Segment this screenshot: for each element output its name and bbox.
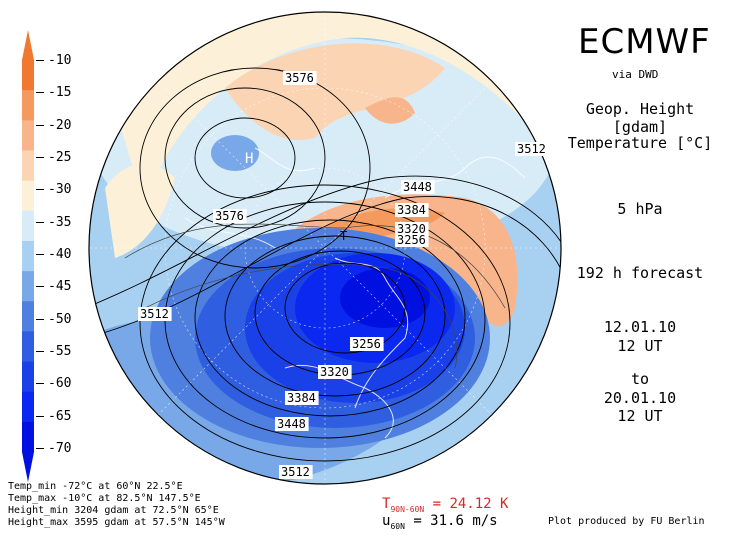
contour-label-box <box>515 142 549 156</box>
forecast-hour: 192 h forecast <box>576 264 704 282</box>
u-value: = 31.6 m/s <box>413 513 498 529</box>
graticule <box>89 12 561 484</box>
legend-tick-label: -50 <box>48 311 72 327</box>
legend-tick-label: -55 <box>48 344 72 359</box>
legend-tick-mark <box>36 286 44 288</box>
legend-tick-label: -65 <box>48 408 72 424</box>
temp-max-stat: Temp_max -10°C at 82.5°N 147.5°E <box>8 493 201 504</box>
legend-cell <box>22 271 34 302</box>
legend-tick-mark <box>36 254 44 255</box>
contour-label-box <box>138 307 172 321</box>
source-label: via DWD <box>612 68 659 81</box>
credit-text: Plot produced by FU Berlin <box>548 516 705 527</box>
low-pressure-marker: T <box>340 229 347 243</box>
contour-label-box <box>318 365 352 379</box>
legend-tick-label: -60 <box>48 376 72 392</box>
legend-cell <box>22 150 34 182</box>
contour-label: 3320 <box>397 222 426 236</box>
legend-tick-label: -45 <box>48 279 72 295</box>
legend-tick-label: -25 <box>48 150 72 165</box>
to-label: to <box>630 370 650 388</box>
polar-stereographic-map: H T 357635763512344833843320325635123256… <box>88 11 562 485</box>
legend-tick-mark <box>36 221 44 223</box>
legend-cell <box>22 361 34 393</box>
contour-label-box <box>401 180 435 194</box>
contour-label: 3448 <box>277 417 306 431</box>
legend-tick-mark <box>36 383 44 385</box>
legend-tick-label: -70 <box>48 441 72 456</box>
contour-label-box <box>395 233 429 247</box>
legend-tick-mark <box>36 318 44 320</box>
pressure-level: 5 hPa <box>617 200 663 218</box>
t-subscript: 90N-60N <box>390 504 425 514</box>
contour-label-box <box>213 209 247 223</box>
legend-tick-label: -40 <box>48 247 72 262</box>
legend-bottom-arrow <box>22 452 34 482</box>
u-subscript: 60N <box>390 521 405 531</box>
legend-cell <box>22 331 34 363</box>
contour-label-box <box>283 71 317 85</box>
temperature-contours <box>124 223 506 369</box>
legend-tick-mark <box>36 448 44 449</box>
temp-min-stat: Temp_min -72°C at 60°N 22.5°E <box>8 481 183 492</box>
legend-tick-label: -10 <box>48 53 72 68</box>
legend-cell <box>22 60 34 91</box>
zonal-wind-index: u60N = 31.6 m/s <box>382 513 498 531</box>
temperature-color-bar <box>22 30 34 482</box>
contour-label: 3576 <box>285 71 314 85</box>
legend-tick-mark <box>36 124 44 126</box>
contour-label-box <box>350 337 384 351</box>
contour-label-box <box>285 391 319 405</box>
contour-label: 3448 <box>403 180 432 194</box>
legend-cell <box>22 180 34 212</box>
legend-tick-mark <box>36 60 44 61</box>
high-pressure-marker: H <box>245 151 253 167</box>
contour-label: 3256 <box>397 233 426 247</box>
ecmwf-logo-text: ECMWF <box>578 22 711 62</box>
contour-label: 3256 <box>352 337 381 351</box>
contour-labels: 3576357635123448338433203256351232563320… <box>138 71 549 479</box>
contour-label-box <box>395 222 429 236</box>
polar-temperature-index: T90N-60N = 24.12 K <box>382 496 508 514</box>
contour-label: 3384 <box>287 391 316 405</box>
init-time: 12 UT <box>617 337 663 355</box>
t-symbol: T <box>382 496 391 512</box>
legend-cell <box>22 240 34 272</box>
contour-label: 3576 <box>215 209 244 223</box>
contour-label: 3320 <box>320 365 349 379</box>
legend-cell <box>22 391 34 423</box>
contour-label-box <box>279 465 313 479</box>
legend-tick-mark <box>36 415 44 417</box>
contour-label-box <box>275 417 309 431</box>
legend-cell <box>22 301 34 332</box>
legend-tick-mark <box>36 157 44 158</box>
contour-label-box <box>395 203 429 217</box>
valid-date: 20.01.10 <box>603 389 677 407</box>
height-min-stat: Height_min 3204 gdam at 72.5°N 65°E <box>8 505 219 516</box>
u-symbol: u <box>382 513 391 529</box>
init-date: 12.01.10 <box>603 318 677 336</box>
legend-cell <box>22 210 34 242</box>
legend-cell <box>22 421 34 453</box>
legend-tick-mark <box>36 351 44 352</box>
field2-label: Temperature [°C] <box>567 134 713 152</box>
valid-time: 12 UT <box>617 407 663 425</box>
t-value: = 24.12 K <box>432 496 509 512</box>
legend-tick-mark <box>36 189 44 191</box>
contour-label: 3512 <box>517 142 546 156</box>
legend-tick-label: -35 <box>48 214 72 230</box>
legend-tick-label: -20 <box>48 117 72 133</box>
legend-tick-label: -15 <box>48 85 72 101</box>
legend-cell <box>22 90 34 121</box>
field1-label: Geop. Height [gdam] <box>585 100 695 136</box>
legend-tick-label: -30 <box>48 182 72 198</box>
legend-cell <box>22 120 34 151</box>
legend-tick-mark <box>36 92 44 94</box>
height-max-stat: Height_max 3595 gdam at 57.5°N 145°W <box>8 517 225 528</box>
contour-label: 3384 <box>397 203 426 217</box>
contour-label: 3512 <box>140 307 169 321</box>
contour-label: 3512 <box>281 465 310 479</box>
map-border <box>88 11 562 485</box>
legend-top-arrow <box>22 30 34 60</box>
